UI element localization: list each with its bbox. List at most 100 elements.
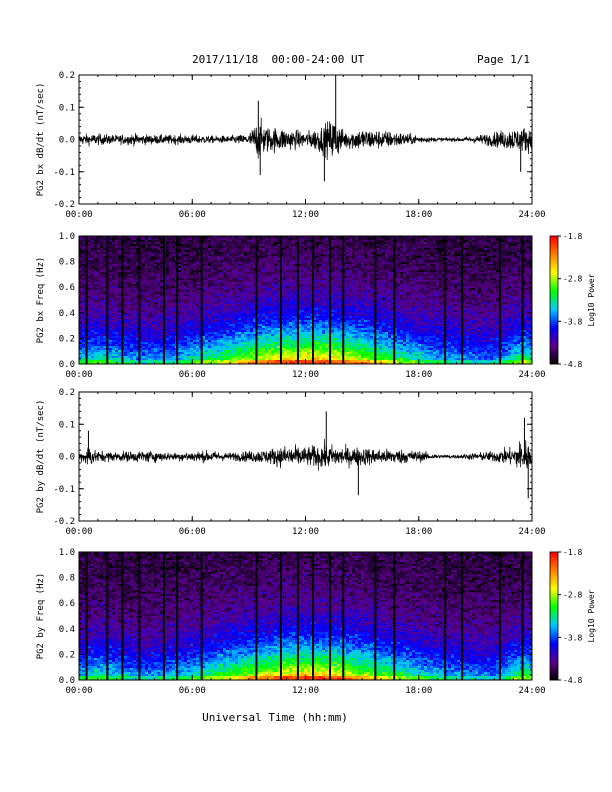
heatmap-cell (202, 276, 206, 279)
heatmap-cell (97, 318, 101, 321)
heatmap-cell (247, 298, 251, 301)
heatmap-cell (157, 280, 161, 283)
heatmap-cell (142, 240, 146, 243)
heatmap-cell (235, 338, 239, 341)
heatmap-cell (145, 332, 149, 335)
heatmap-cell (196, 242, 200, 245)
heatmap-cell (250, 318, 254, 321)
heatmap-cell (115, 266, 119, 269)
heatmap-cell (169, 258, 173, 261)
heatmap-cell (229, 264, 233, 267)
heatmap-cell (259, 258, 263, 261)
heatmap-cell (262, 336, 266, 339)
heatmap-cell (301, 264, 305, 267)
heatmap-cell (220, 262, 224, 265)
heatmap-cell (94, 320, 98, 323)
heatmap-cell (232, 306, 236, 309)
heatmap-cell (271, 300, 275, 303)
heatmap-cell (79, 314, 83, 317)
heatmap-cell (139, 326, 143, 329)
heatmap-cell (136, 306, 140, 309)
heatmap-cell (214, 302, 218, 305)
heatmap-cell (187, 326, 191, 329)
heatmap-cell (265, 290, 269, 293)
heatmap-cell (241, 300, 245, 303)
heatmap-cell (286, 328, 290, 331)
heatmap-cell (259, 314, 263, 317)
heatmap-cell (190, 326, 194, 329)
heatmap-cell (178, 268, 182, 271)
heatmap-cell (103, 328, 107, 331)
heatmap-cell (253, 346, 257, 349)
heatmap-cell (142, 290, 146, 293)
heatmap-cell (220, 250, 224, 253)
heatmap-cell (136, 250, 140, 253)
heatmap-cell (127, 306, 131, 309)
heatmap-cell (160, 322, 164, 325)
heatmap-cell (238, 348, 242, 351)
heatmap-cell (256, 272, 260, 275)
heatmap-cell (124, 342, 128, 345)
heatmap-cell (262, 328, 266, 331)
heatmap-cell (226, 254, 230, 257)
heatmap-cell (226, 268, 230, 271)
heatmap-cell (139, 282, 143, 285)
heatmap-cell (226, 242, 230, 245)
heatmap-cell (160, 334, 164, 337)
heatmap-cell (151, 240, 155, 243)
heatmap-cell (253, 356, 257, 359)
heatmap-cell (127, 252, 131, 255)
heatmap-cell (160, 240, 164, 243)
heatmap-cell (94, 250, 98, 253)
heatmap-cell (115, 344, 119, 347)
heatmap-cell (91, 268, 95, 271)
heatmap-cell (91, 290, 95, 293)
heatmap-cell (193, 250, 197, 253)
heatmap-cell (130, 320, 134, 323)
heatmap-cell (283, 314, 287, 317)
heatmap-cell (283, 258, 287, 261)
heatmap-cell (283, 362, 287, 365)
heatmap-cell (154, 254, 158, 257)
heatmap-cell (301, 338, 305, 341)
heatmap-cell (154, 348, 158, 351)
heatmap-cell (292, 280, 296, 283)
heatmap-cell (217, 248, 221, 251)
heatmap-cell (205, 308, 209, 311)
heatmap-cell (253, 326, 257, 329)
heatmap-cell (82, 340, 86, 343)
heatmap-cell (79, 318, 83, 321)
heatmap-cell (154, 304, 158, 307)
heatmap-cell (217, 318, 221, 321)
heatmap-cell (274, 296, 278, 299)
heatmap-cell (157, 358, 161, 361)
heatmap-cell (295, 340, 299, 343)
heatmap-cell (151, 314, 155, 317)
heatmap-cell (262, 244, 266, 247)
heatmap-cell (289, 292, 293, 295)
heatmap-cell (256, 306, 260, 309)
heatmap-cell (262, 348, 266, 351)
heatmap-cell (172, 248, 176, 251)
heatmap-cell (157, 250, 161, 253)
heatmap-cell (142, 256, 146, 259)
heatmap-cell (97, 312, 101, 315)
heatmap-cell (91, 282, 95, 285)
heatmap-cell (223, 236, 227, 239)
heatmap-cell (154, 314, 158, 317)
heatmap-cell (139, 262, 143, 265)
heatmap-cell (136, 270, 140, 273)
heatmap-cell (100, 328, 104, 331)
heatmap-cell (115, 330, 119, 333)
heatmap-cell (277, 276, 281, 279)
heatmap-cell (268, 272, 272, 275)
heatmap-cell (283, 250, 287, 253)
heatmap-cell (265, 338, 269, 341)
heatmap-cell (139, 340, 143, 343)
heatmap-cell (100, 306, 104, 309)
heatmap-cell (295, 294, 299, 297)
heatmap-cell (241, 310, 245, 313)
heatmap-cell (94, 282, 98, 285)
heatmap-cell (286, 362, 290, 365)
heatmap-cell (181, 246, 185, 249)
